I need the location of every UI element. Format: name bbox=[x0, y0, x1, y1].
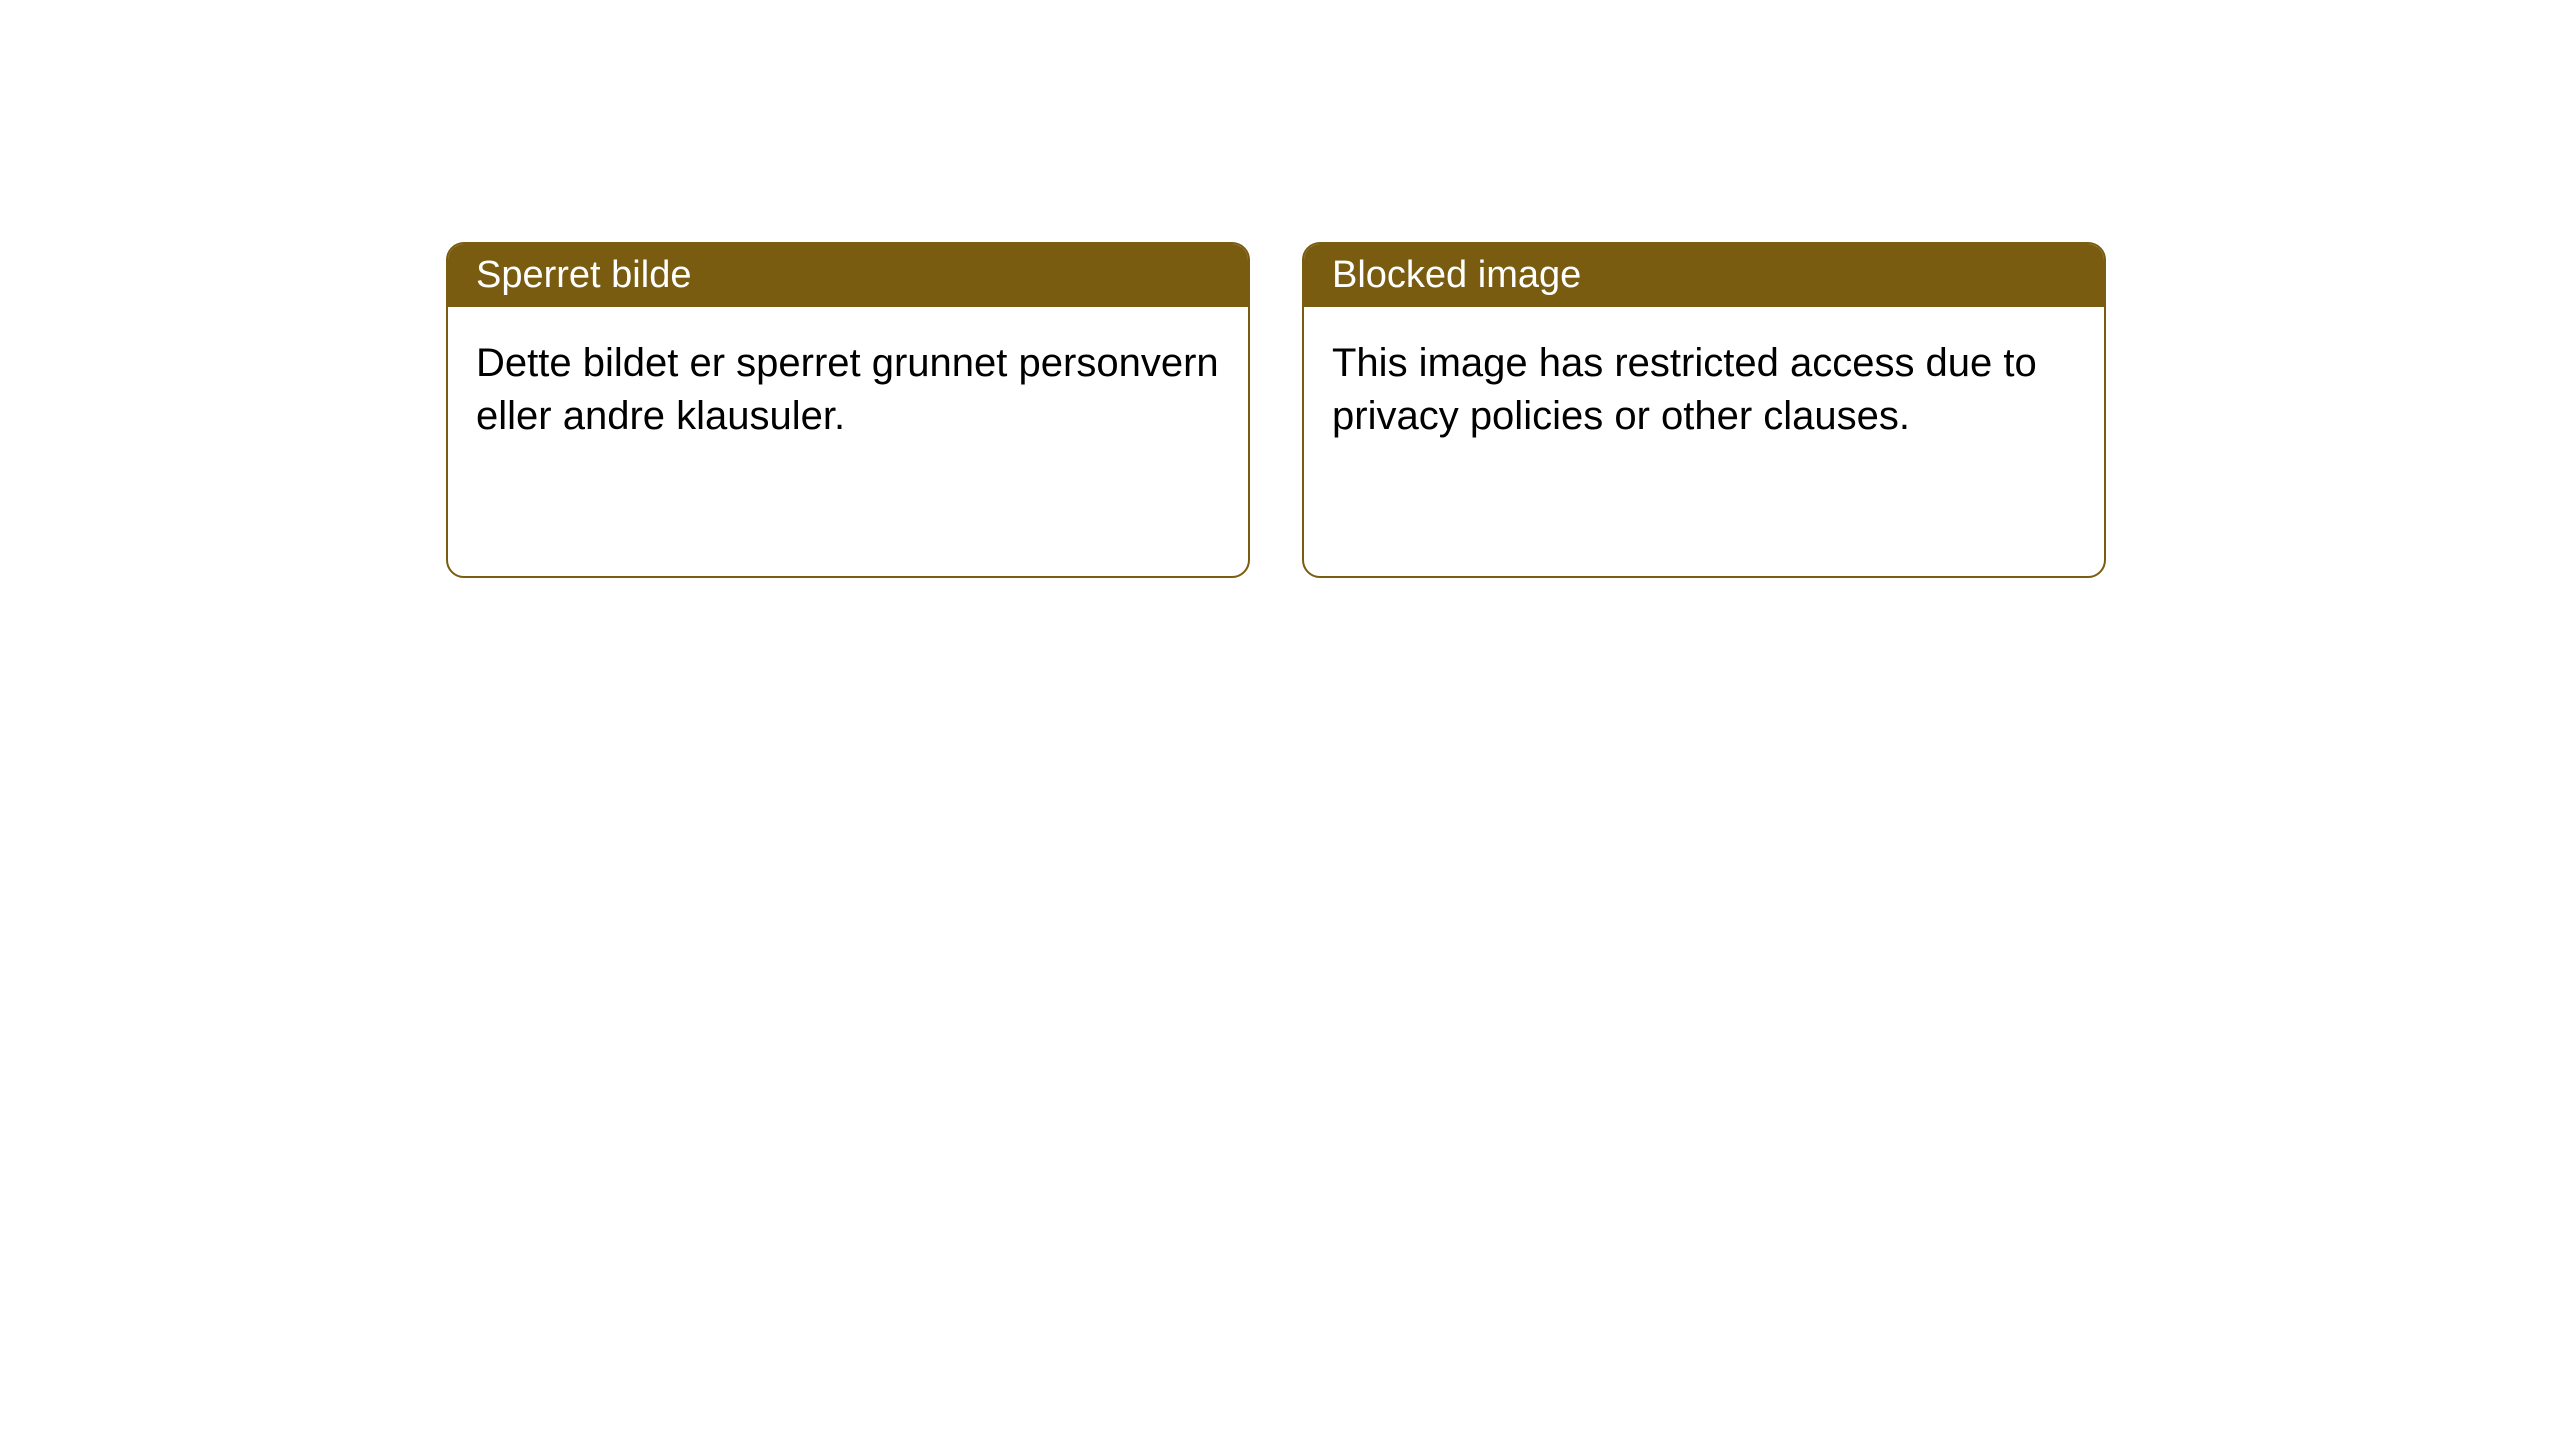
notice-card-english: Blocked image This image has restricted … bbox=[1302, 242, 2106, 578]
notice-body: Dette bildet er sperret grunnet personve… bbox=[448, 307, 1248, 473]
notice-title: Sperret bilde bbox=[448, 244, 1248, 307]
notice-container: Sperret bilde Dette bildet er sperret gr… bbox=[0, 0, 2560, 578]
notice-body: This image has restricted access due to … bbox=[1304, 307, 2104, 473]
notice-title: Blocked image bbox=[1304, 244, 2104, 307]
notice-card-norwegian: Sperret bilde Dette bildet er sperret gr… bbox=[446, 242, 1250, 578]
